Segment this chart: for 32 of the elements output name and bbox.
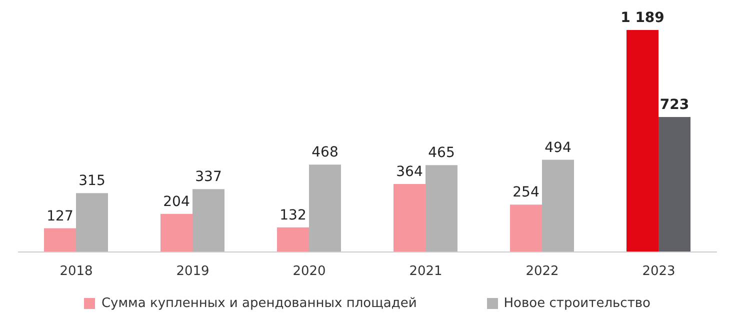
- bar: [394, 184, 426, 252]
- bar: [658, 117, 690, 252]
- data-label: 315: [78, 173, 106, 190]
- x-tick-label: 2018: [60, 264, 93, 280]
- data-label: 465: [428, 145, 455, 162]
- x-tick-label: 2022: [526, 264, 559, 280]
- legend-label: Новое строительство: [502, 296, 651, 311]
- bar: [76, 193, 108, 252]
- data-label: 468: [312, 144, 338, 161]
- x-tick-label: 2021: [409, 264, 442, 280]
- bar: [426, 165, 458, 252]
- bar: [160, 214, 192, 252]
- x-tick-label: 2020: [292, 264, 326, 280]
- bar: [626, 30, 658, 252]
- data-label: 254: [512, 184, 540, 201]
- x-tick-label: 2023: [642, 264, 676, 280]
- data-label: 723: [660, 97, 690, 114]
- data-label: 1 189: [620, 10, 664, 26]
- data-label: 204: [163, 194, 190, 210]
- bar: [277, 227, 309, 252]
- data-label: 337: [195, 169, 222, 186]
- data-label: 132: [280, 207, 306, 224]
- bar: [542, 160, 574, 252]
- bar: [44, 228, 76, 252]
- x-tick-label: 2019: [176, 264, 210, 280]
- data-label: 494: [544, 140, 572, 156]
- data-label: 364: [396, 164, 423, 180]
- bar: [309, 164, 341, 252]
- bar: [510, 204, 542, 252]
- bar: [192, 189, 224, 252]
- data-label: 127: [46, 208, 74, 224]
- legend-label: Сумма купленных и арендованных площадей: [100, 296, 417, 311]
